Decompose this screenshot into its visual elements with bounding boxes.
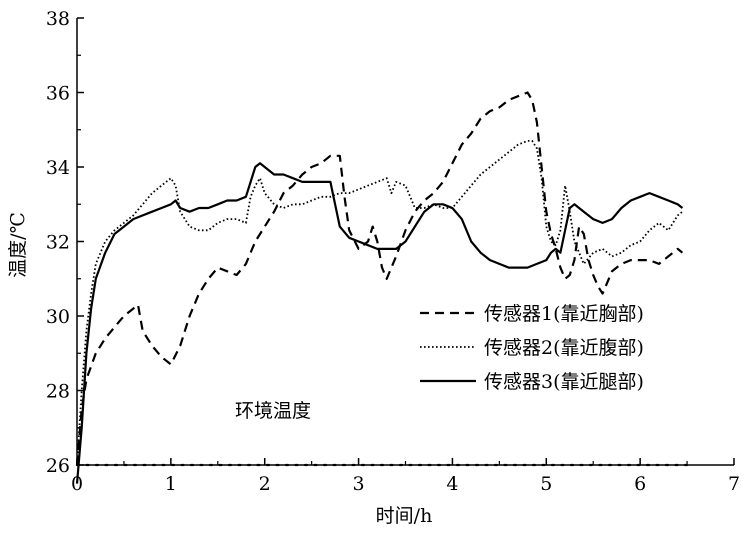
- sensor-3-line: [75, 162, 684, 484]
- x-tick-label: 6: [634, 473, 646, 495]
- sensor-1-line: [75, 91, 684, 466]
- y-tick-label: 28: [46, 381, 70, 403]
- ambient-label: 环境温度: [235, 400, 311, 422]
- x-axis-label: 时间/h: [376, 505, 433, 527]
- y-tick-label: 38: [46, 8, 70, 30]
- y-tick-label: 30: [46, 306, 70, 328]
- y-tick-label: 36: [46, 83, 70, 105]
- sensor-2-line: [76, 140, 683, 466]
- x-tick-label: 5: [540, 473, 552, 495]
- legend-label-3: 传感器3(靠近腿部): [484, 371, 644, 393]
- legend: 传感器1(靠近胸部) 传感器2(靠近腹部) 传感器3(靠近腿部): [420, 303, 644, 393]
- x-tick-label: 2: [259, 473, 271, 495]
- x-tick-label: 4: [446, 473, 458, 495]
- x-tick-label: 3: [353, 473, 365, 495]
- series-layer: [75, 91, 689, 484]
- y-tick-label: 32: [46, 232, 70, 254]
- legend-label-2: 传感器2(靠近腹部): [484, 337, 644, 359]
- y-tick-label: 26: [46, 455, 70, 477]
- legend-label-1: 传感器1(靠近胸部): [484, 303, 644, 325]
- y-axis-label: 温度/℃: [7, 212, 29, 278]
- x-tick-label: 1: [165, 473, 177, 495]
- y-tick-label: 34: [46, 157, 70, 179]
- x-tick-label: 0: [71, 473, 83, 495]
- x-tick-label: 7: [728, 473, 740, 495]
